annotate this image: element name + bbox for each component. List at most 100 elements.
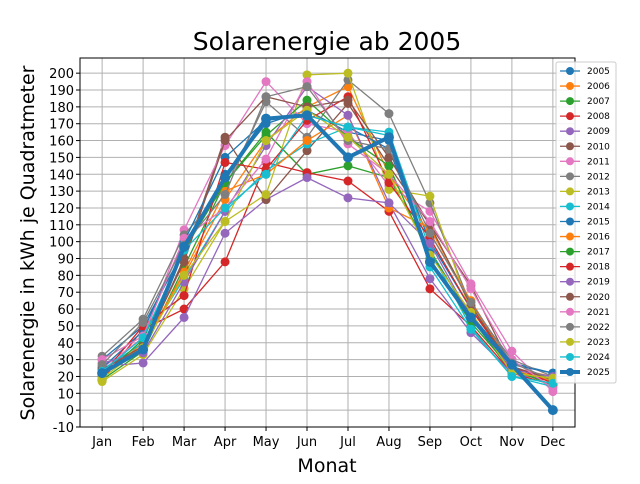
data-point (425, 238, 435, 248)
y-tick-label: 10 (57, 387, 74, 402)
legend-item: 2007 (560, 97, 610, 107)
legend-marker (566, 307, 574, 316)
legend-label: 2012 (587, 172, 610, 182)
data-point (302, 136, 312, 146)
legend-label: 2018 (587, 263, 610, 273)
x-axis-label: Monat (297, 455, 356, 477)
legend-marker (566, 112, 574, 121)
y-tick-label: 30 (57, 354, 74, 369)
legend-item: 2011 (560, 157, 610, 167)
y-tick-label: 170 (49, 118, 74, 133)
legend-marker (566, 277, 574, 286)
series-line (101, 95, 554, 384)
legend-marker (566, 202, 574, 211)
legend-marker (566, 127, 574, 136)
data-point (384, 109, 394, 119)
legend-marker (566, 157, 574, 166)
legend-item: 2005 (560, 67, 610, 77)
data-point (220, 136, 230, 146)
y-tick-label: 70 (57, 286, 74, 301)
series-line (102, 176, 554, 383)
y-tick-label: 150 (49, 151, 74, 166)
data-point (179, 270, 189, 280)
data-point (384, 161, 394, 171)
data-point (220, 228, 230, 238)
data-point (343, 132, 353, 142)
y-tick-label: 40 (57, 337, 74, 352)
series-line (101, 161, 554, 386)
data-point (138, 318, 148, 328)
data-point (384, 169, 394, 179)
legend-label: 2010 (587, 142, 610, 152)
data-point (548, 378, 558, 388)
legend-label: 2017 (587, 248, 610, 258)
data-point (261, 113, 272, 124)
data-point (384, 152, 394, 162)
data-point (261, 136, 271, 146)
x-tick-label: Feb (132, 435, 155, 450)
series-line (101, 96, 554, 381)
legend-marker (566, 368, 574, 376)
legend-marker (566, 232, 574, 241)
data-point (343, 122, 353, 132)
data-point (302, 95, 312, 105)
data-point (343, 68, 353, 78)
legend-marker (566, 172, 574, 181)
x-tick-label: Jun (296, 435, 317, 450)
legend-item: 2023 (560, 337, 610, 348)
legend-label: 2008 (587, 112, 610, 122)
legend-label: 2020 (587, 293, 610, 303)
data-point (425, 274, 435, 284)
data-point (506, 359, 517, 370)
y-tick-label: -10 (53, 421, 74, 436)
data-point (425, 216, 435, 226)
legend-label: 2015 (587, 218, 610, 228)
data-point (97, 368, 108, 379)
data-point (97, 360, 107, 370)
data-point (343, 95, 353, 105)
legend-marker (566, 97, 574, 106)
data-point (179, 257, 189, 267)
legend-label: 2016 (587, 233, 610, 243)
series-2016 (97, 110, 558, 387)
legend-label: 2011 (587, 157, 610, 167)
data-point (302, 110, 313, 121)
legend-label: 2005 (587, 67, 610, 77)
data-point (220, 257, 230, 267)
data-point (425, 284, 435, 294)
data-point (383, 132, 394, 143)
legend-item: 2017 (560, 247, 610, 258)
data-point (507, 371, 517, 381)
legend-marker (566, 322, 574, 331)
x-tick-label: Aug (376, 435, 401, 450)
legend-item: 2022 (560, 322, 610, 333)
legend-item: 2009 (560, 127, 610, 137)
y-tick-label: 190 (49, 84, 74, 99)
legend-item: 2025 (560, 368, 610, 378)
series-line (101, 85, 554, 381)
y-tick-label: 90 (57, 253, 74, 268)
legend-box (555, 61, 617, 384)
data-point (342, 152, 353, 163)
x-tick-label: Sep (418, 435, 443, 450)
legend: 2005 2006 2007 2008 2009 2010 2011 2012 2013 2014… (555, 61, 617, 384)
data-point (547, 405, 558, 416)
legend-item: 2012 (560, 172, 610, 182)
y-tick-label: 80 (57, 269, 74, 284)
data-point (220, 189, 230, 199)
data-point (302, 70, 312, 80)
series-line (101, 102, 554, 381)
legend-marker (566, 67, 574, 75)
data-point (302, 82, 312, 92)
legend-label: 2024 (587, 353, 610, 363)
legend-item: 2024 (560, 352, 610, 363)
y-tick-label: 0 (66, 404, 74, 419)
data-point (384, 184, 394, 194)
data-point (138, 358, 148, 368)
series-line (101, 113, 555, 412)
y-tick-label: 60 (57, 303, 74, 318)
x-tick-label: Oct (460, 435, 482, 450)
x-tick-label: Apr (214, 435, 237, 450)
legend-marker (566, 82, 574, 91)
